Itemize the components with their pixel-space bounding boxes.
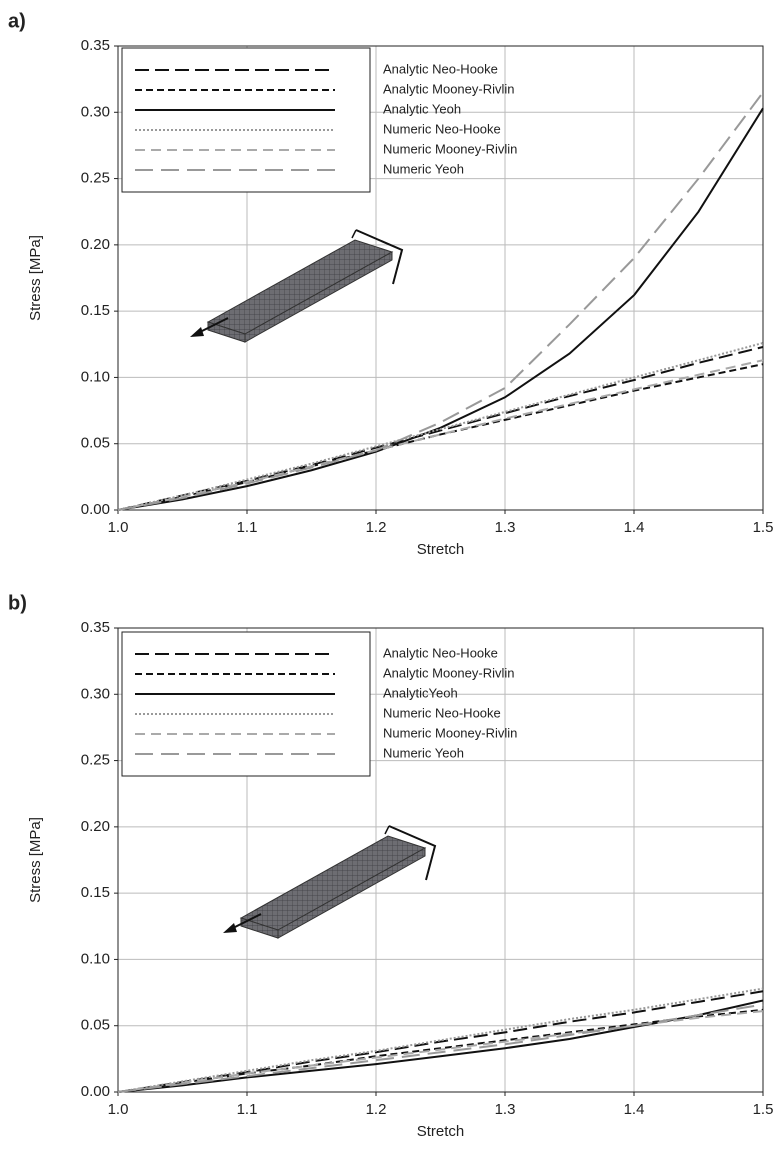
legend-label: Analytic Neo-Hooke — [383, 61, 498, 76]
y-tick-label: 0.35 — [81, 37, 110, 54]
beam-illustration — [190, 230, 402, 342]
legend-label: Numeric Yeoh — [383, 745, 464, 760]
legend-label: Numeric Mooney-Rivlin — [383, 141, 517, 156]
panel-label: b) — [8, 592, 27, 614]
x-tick-label: 1.0 — [108, 1101, 129, 1118]
page: {"chart_data": [ {"type": "line", "panel… — [0, 0, 778, 1169]
y-tick-label: 0.05 — [81, 1017, 110, 1034]
legend-label: Numeric Neo-Hooke — [383, 121, 501, 136]
y-tick-label: 0.10 — [81, 368, 110, 385]
y-axis-title: Stress [MPa] — [27, 235, 44, 321]
legend-label: Analytic Mooney-Rivlin — [383, 665, 515, 680]
legend-label: Analytic Mooney-Rivlin — [383, 81, 515, 96]
legend-label: Numeric Mooney-Rivlin — [383, 725, 517, 740]
x-axis-title: Stretch — [417, 541, 465, 558]
legend-label: AnalyticYeoh — [383, 685, 458, 700]
x-tick-label: 1.3 — [495, 519, 516, 536]
y-tick-label: 0.15 — [81, 884, 110, 901]
y-tick-label: 0.30 — [81, 685, 110, 702]
y-tick-label: 0.25 — [81, 752, 110, 769]
x-tick-label: 1.1 — [237, 1101, 258, 1118]
series-line — [118, 364, 763, 510]
y-tick-label: 0.25 — [81, 170, 110, 187]
y-tick-label: 0.20 — [81, 236, 110, 253]
legend-label: Analytic Yeoh — [383, 101, 461, 116]
y-tick-label: 0.00 — [81, 501, 110, 518]
y-tick-label: 0.10 — [81, 950, 110, 967]
figure: a) 0.00 0.05 0.10 0.15 0.20 0.25 0.30 0.35 1.0 1.1… — [0, 0, 778, 1169]
y-axis-title: Stress [MPa] — [27, 817, 44, 903]
x-tick-label: 1.5 — [753, 519, 774, 536]
x-tick-label: 1.2 — [366, 1101, 387, 1118]
y-tick-label: 0.35 — [81, 619, 110, 636]
series-line — [118, 989, 763, 1092]
legend-label: Analytic Neo-Hooke — [383, 645, 498, 660]
series-line — [118, 343, 763, 510]
x-axis-title: Stretch — [417, 1123, 465, 1140]
x-tick-label: 1.3 — [495, 1101, 516, 1118]
y-tick-label: 0.15 — [81, 302, 110, 319]
y-tick-label: 0.20 — [81, 818, 110, 835]
x-tick-label: 1.4 — [624, 1101, 645, 1118]
panel-label: a) — [8, 10, 26, 32]
y-tick-label: 0.00 — [81, 1083, 110, 1100]
x-tick-label: 1.4 — [624, 519, 645, 536]
x-tick-label: 1.5 — [753, 1101, 774, 1118]
x-tick-label: 1.0 — [108, 519, 129, 536]
y-tick-label: 0.05 — [81, 435, 110, 452]
x-tick-label: 1.2 — [366, 519, 387, 536]
beam-illustration — [223, 826, 435, 938]
legend-label: Numeric Yeoh — [383, 161, 464, 176]
x-tick-label: 1.1 — [237, 519, 258, 536]
legend-label: Numeric Neo-Hooke — [383, 705, 501, 720]
y-tick-label: 0.30 — [81, 103, 110, 120]
